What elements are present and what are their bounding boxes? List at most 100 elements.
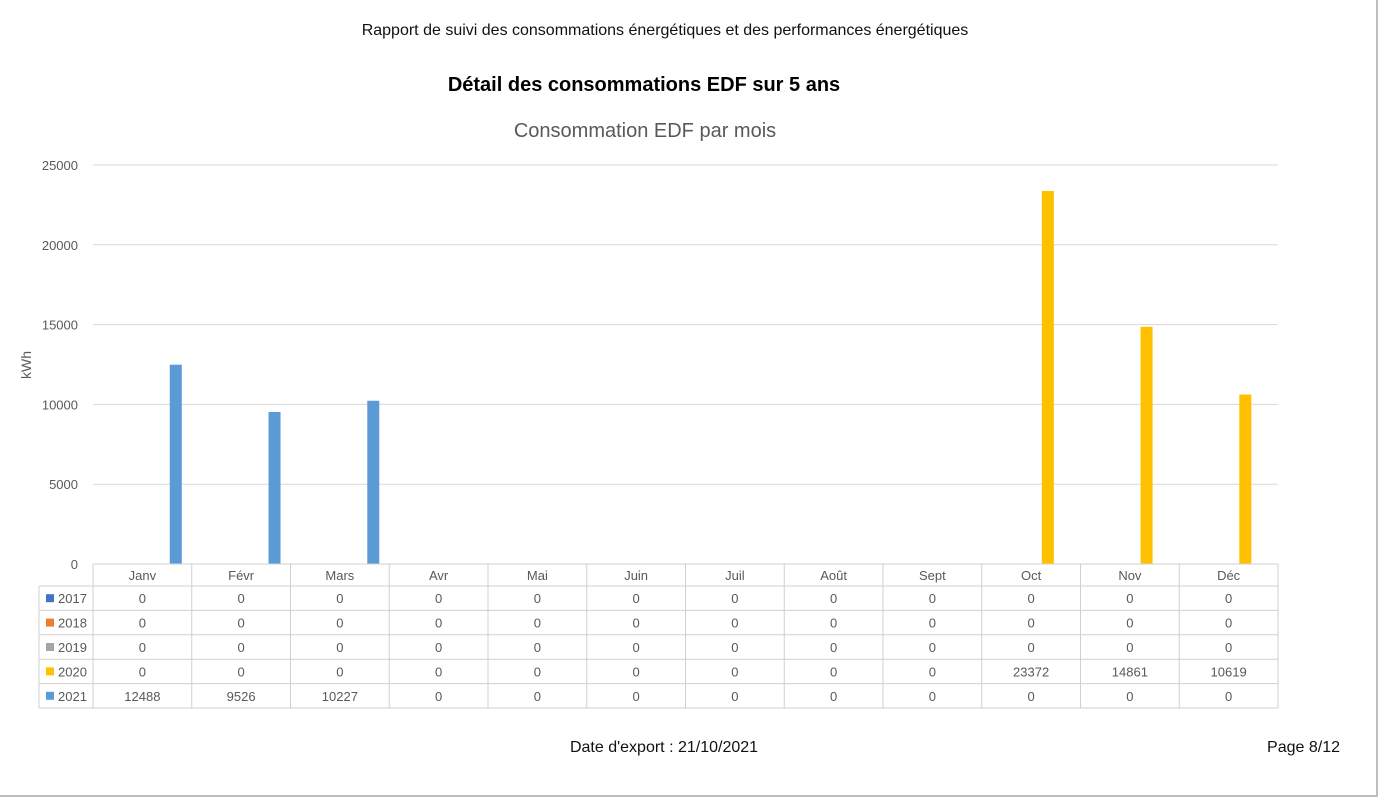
section-title: Détail des consommations EDF sur 5 ans [447,74,841,96]
gridlines [93,164,1278,485]
data-label: 0 [830,640,837,655]
legend-swatch-2019 [46,643,54,651]
data-label: 0 [336,664,343,679]
x-tick-label: Juin [624,568,648,583]
data-label: 0 [139,664,146,679]
data-label: 0 [1028,689,1035,704]
data-label: 0 [1126,616,1133,631]
legend-label-2021: 2021 [58,689,87,704]
data-label: 0 [929,591,936,606]
x-tick-label: Janv [129,568,157,583]
export-date: Date d'export : 21/10/2021 [569,739,759,756]
data-label: 9526 [227,689,256,704]
data-label: 0 [534,640,541,655]
data-label: 14861 [1112,664,1148,679]
y-tick-label: 20000 [42,238,78,253]
data-label: 0 [1225,689,1232,704]
data-label: 0 [238,616,245,631]
x-tick-label: Sept [919,568,946,583]
x-tick-label: Mars [325,568,354,583]
data-label: 0 [830,616,837,631]
data-label: 0 [731,664,738,679]
data-label: 10619 [1211,664,1247,679]
data-label: 0 [238,664,245,679]
data-label: 0 [830,591,837,606]
data-label: 0 [435,689,442,704]
data-label: 0 [731,689,738,704]
data-label: 0 [1225,591,1232,606]
data-label: 0 [238,640,245,655]
data-label: 0 [534,616,541,631]
x-tick-label: Nov [1118,568,1142,583]
data-label: 0 [435,616,442,631]
data-label: 0 [238,591,245,606]
bar-2020-Nov [1140,326,1153,564]
data-label: 0 [1126,689,1133,704]
legend-label-2020: 2020 [58,664,87,679]
report-title: Rapport de suivi des consommations énerg… [361,22,969,39]
data-label: 0 [731,640,738,655]
legend-label-2018: 2018 [58,616,87,631]
data-table: Janv Févr Mars Avr Mai Juin Juil Août Sept Oct Nov… [38,563,1279,709]
bar-2021-Janv [169,364,182,564]
data-label: 0 [633,664,640,679]
data-label: 0 [633,689,640,704]
data-label: 0 [1028,640,1035,655]
data-label: 0 [929,616,936,631]
y-tick-label: 25000 [42,158,78,173]
bar-2021-Mars [367,400,380,564]
data-label: 0 [139,591,146,606]
x-tick-label: Août [820,568,847,583]
data-label: 0 [336,640,343,655]
bar-2021-Févr [268,411,281,564]
y-tick-label: 5000 [49,477,78,492]
y-tick-label: 10000 [42,397,78,412]
bar-2020-Déc [1239,394,1252,564]
y-tick-label: 0 [71,557,78,572]
legend-swatch-2020 [46,667,54,676]
chart-title: Consommation EDF par mois [514,120,776,142]
data-label: 0 [1126,591,1133,606]
data-label: 0 [139,616,146,631]
data-label: 0 [1126,640,1133,655]
data-label: 0 [830,664,837,679]
data-label: 0 [1028,591,1035,606]
legend-swatch-2021 [46,691,54,700]
data-label: 0 [633,640,640,655]
legend-swatch-2017 [46,594,54,603]
x-tick-label: Mai [527,568,548,583]
data-label: 0 [336,591,343,606]
y-axis-ticks: 0 5000 10000 15000 20000 25000 [42,158,78,572]
x-tick-label: Oct [1021,568,1042,583]
x-tick-label: Juil [725,568,745,583]
data-label: 0 [435,640,442,655]
data-label: 0 [633,616,640,631]
bar-2020-Oct [1041,190,1054,564]
data-label: 0 [139,640,146,655]
data-label: 0 [929,640,936,655]
data-label: 10227 [322,689,358,704]
page-number: Page 8/12 [1267,739,1340,756]
data-label: 0 [731,616,738,631]
bars [169,190,1252,564]
data-label: 23372 [1013,664,1049,679]
data-label: 0 [336,616,343,631]
y-tick-label: 15000 [42,318,78,333]
data-label: 0 [929,689,936,704]
data-label: 12488 [124,689,160,704]
data-label: 0 [929,664,936,679]
data-label: 0 [1225,616,1232,631]
legend-label-2019: 2019 [58,640,87,655]
data-label: 0 [534,664,541,679]
legend-swatch-2018 [46,618,54,627]
data-label: 0 [435,591,442,606]
data-label: 0 [1225,640,1232,655]
data-label: 0 [633,591,640,606]
data-label: 0 [731,591,738,606]
data-label: 0 [534,591,541,606]
legend-label-2017: 2017 [58,591,87,606]
x-tick-label: Déc [1217,568,1241,583]
data-label: 0 [435,664,442,679]
data-label: 0 [830,689,837,704]
